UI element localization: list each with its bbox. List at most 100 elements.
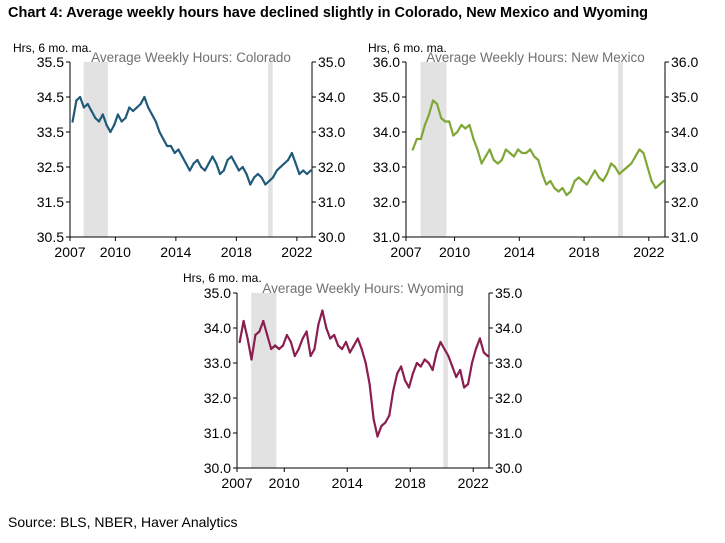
data-point — [435, 351, 438, 354]
data-point — [289, 340, 292, 344]
data-point — [423, 358, 426, 361]
data-point — [372, 417, 375, 421]
y-tick-label-right: 32.0 — [671, 194, 698, 210]
y-tick-label-left: 30.0 — [204, 460, 231, 476]
data-point — [622, 169, 625, 172]
data-point — [266, 333, 269, 337]
data-point — [166, 144, 169, 148]
data-point — [384, 421, 387, 424]
data-point — [298, 172, 301, 176]
data-point — [601, 179, 605, 183]
data-point — [472, 137, 475, 141]
data-point — [105, 123, 108, 127]
y-tick-label-right: 35.0 — [318, 54, 345, 70]
data-point — [464, 127, 467, 130]
panel-title: Average Weekly Hours: New Mexico — [426, 50, 645, 65]
y-tick-label-left: 35.5 — [37, 54, 64, 70]
data-point — [642, 151, 645, 155]
data-point — [545, 183, 548, 186]
data-point — [456, 130, 459, 134]
data-point — [455, 375, 458, 379]
y-tick-label-left: 35.0 — [204, 285, 231, 301]
data-point — [305, 330, 308, 333]
data-point — [340, 347, 344, 351]
data-point — [188, 169, 191, 172]
data-point — [109, 130, 112, 134]
x-tick-label: 2010 — [269, 475, 300, 491]
data-point — [646, 165, 649, 169]
data-point — [549, 179, 552, 183]
x-tick-label: 2018 — [568, 244, 599, 260]
series-line — [411, 99, 665, 197]
data-point — [207, 162, 210, 165]
data-point — [474, 347, 478, 351]
y-tick-label-right: 30.0 — [318, 229, 345, 245]
data-point — [460, 123, 463, 127]
data-point — [451, 365, 454, 368]
y-tick-label-right: 32.0 — [495, 390, 522, 406]
data-point — [476, 148, 479, 151]
y-tick-label-right: 34.0 — [671, 124, 698, 140]
data-point — [254, 333, 257, 337]
data-point — [512, 155, 516, 158]
data-point — [585, 183, 588, 186]
data-point — [376, 435, 379, 438]
data-point — [356, 337, 359, 340]
data-point — [448, 120, 451, 123]
data-point — [75, 99, 78, 102]
data-point — [309, 169, 312, 172]
y-tick-label-left: 34.5 — [37, 89, 64, 105]
data-point — [124, 116, 127, 120]
y-tick-label-right: 32.0 — [318, 159, 345, 175]
data-point — [427, 361, 430, 365]
data-point — [305, 172, 309, 176]
data-point — [492, 158, 495, 162]
data-point — [553, 186, 556, 190]
data-point — [94, 116, 97, 120]
data-point — [478, 337, 481, 340]
data-point — [537, 158, 540, 162]
data-point — [97, 120, 101, 123]
x-tick-label: 2022 — [633, 244, 664, 260]
data-point — [246, 337, 249, 340]
data-point — [325, 326, 328, 330]
y-tick-label-left: 34.0 — [204, 320, 231, 336]
data-point — [452, 134, 455, 137]
data-point — [329, 337, 332, 340]
data-point — [169, 144, 172, 148]
data-point — [529, 148, 532, 151]
data-point — [192, 162, 195, 165]
data-point — [226, 158, 229, 162]
data-point — [101, 113, 104, 116]
data-point — [79, 95, 82, 99]
data-point — [630, 162, 633, 165]
data-point — [364, 361, 367, 365]
data-point — [181, 155, 184, 158]
data-point — [184, 162, 188, 165]
data-point — [249, 183, 252, 186]
data-point — [618, 172, 621, 176]
data-point — [626, 165, 629, 169]
y-tick-label-right: 30.0 — [495, 460, 522, 476]
data-point — [581, 179, 584, 183]
data-point — [650, 179, 653, 183]
data-point — [516, 148, 520, 151]
y-tick-label-right: 34.0 — [318, 89, 345, 105]
data-point — [275, 169, 278, 172]
data-point — [274, 344, 277, 347]
data-point — [415, 361, 418, 365]
y-tick-label-left: 35.0 — [373, 89, 400, 105]
data-point — [287, 158, 290, 162]
data-point — [270, 347, 273, 351]
y-tick-label-left: 31.0 — [373, 229, 400, 245]
data-point — [158, 130, 161, 134]
data-point — [290, 151, 293, 155]
x-tick-label: 2007 — [54, 244, 85, 260]
data-point — [317, 323, 320, 326]
data-point — [268, 179, 271, 183]
source-note: Source: BLS, NBER, Haver Analytics — [8, 514, 238, 530]
data-point — [589, 176, 592, 179]
recession-shade — [83, 62, 108, 237]
